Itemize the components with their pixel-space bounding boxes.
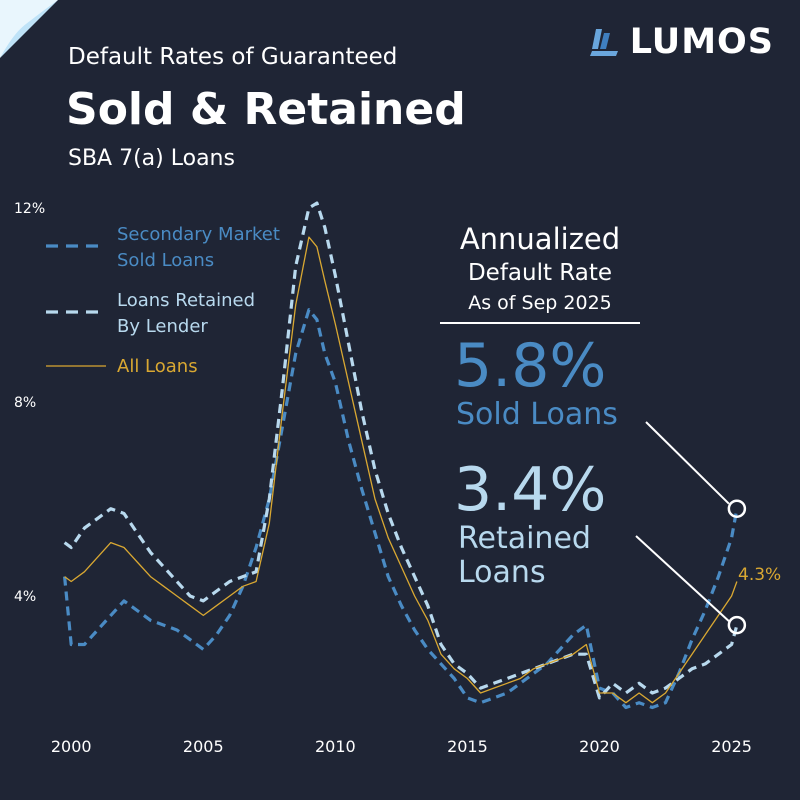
retained-connector-line: [635, 535, 730, 622]
x-tick-label: 2005: [183, 737, 224, 756]
title-line-3: SBA 7(a) Loans: [68, 146, 235, 171]
x-tick-label: 2025: [711, 737, 752, 756]
page-title: Sold & Retained: [66, 84, 466, 135]
brand-logo: LUMOS: [588, 22, 774, 62]
title-line-1: Default Rates of Guaranteed: [68, 44, 398, 70]
series-line-retained: [63, 201, 739, 700]
y-tick-label: 8%: [14, 395, 36, 411]
retained-rate-label-1: Retained: [458, 521, 591, 556]
annotation-divider: [440, 322, 640, 324]
x-tick-label: 2010: [315, 737, 356, 756]
all-loans-end-label: 4.3%: [738, 565, 781, 585]
x-tick-label: 2015: [447, 737, 488, 756]
y-tick-label: 12%: [14, 201, 45, 217]
x-tick-label: 2000: [51, 737, 92, 756]
legend-label: Loans Retained: [117, 290, 255, 311]
series-line-sold: [63, 308, 739, 710]
annotation-heading-1: Annualized: [459, 222, 621, 256]
sold-end-marker: [727, 499, 747, 518]
annotation-heading-2: Default Rate: [467, 260, 613, 286]
page-curl-decoration: [0, 0, 58, 58]
x-tick-label: 2020: [579, 737, 620, 756]
sold-rate-value: 5.8%: [454, 331, 607, 401]
legend-label: By Lender: [117, 316, 208, 337]
sold-connector-line: [645, 421, 730, 505]
legend-label: All Loans: [117, 356, 198, 377]
legend-label: Secondary Market: [117, 224, 280, 245]
series-line-all: [64, 236, 738, 704]
lumos-logo-icon: [589, 29, 618, 56]
legend-label: Sold Loans: [117, 250, 214, 271]
annotation-heading-3: As of Sep 2025: [468, 292, 612, 314]
retained-rate-label-2: Loans: [458, 555, 546, 590]
retained-end-marker: [727, 615, 747, 635]
retained-rate-value: 3.4%: [454, 455, 607, 525]
sold-rate-label: Sold Loans: [456, 397, 618, 432]
y-tick-label: 4%: [14, 589, 36, 605]
brand-name: LUMOS: [629, 22, 774, 62]
